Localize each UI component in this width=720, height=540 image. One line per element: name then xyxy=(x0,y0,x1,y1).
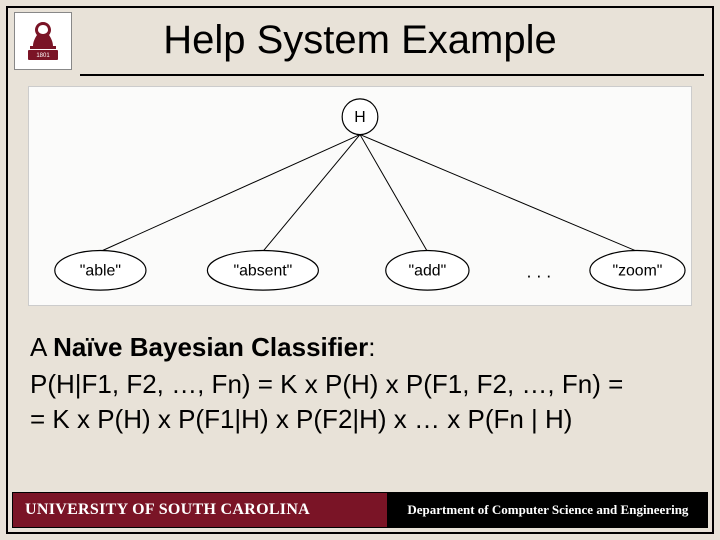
intro-line: A Naïve Bayesian Classifier: xyxy=(30,330,690,365)
node-leaf-label: "absent" xyxy=(233,262,292,279)
intro-bold: Naïve Bayesian Classifier xyxy=(53,332,368,362)
footer-university: UNIVERSITY OF SOUTH CAROLINA xyxy=(12,492,388,528)
edge-h-absent xyxy=(263,135,360,252)
intro-suffix: : xyxy=(368,332,375,362)
ellipsis: . . . xyxy=(526,261,551,281)
title-underline xyxy=(80,74,704,76)
node-root-label: H xyxy=(354,109,365,126)
node-root-h: H xyxy=(342,99,378,135)
edge-h-able xyxy=(100,135,360,252)
footer-department: Department of Computer Science and Engin… xyxy=(388,492,708,528)
node-leaf-label: "able" xyxy=(80,262,121,279)
node-leaf-able: "able" xyxy=(55,251,146,291)
bayes-network-diagram: H "able" "absent" "add" . . . "zoom" xyxy=(28,86,692,306)
footer: UNIVERSITY OF SOUTH CAROLINA Department … xyxy=(12,492,708,528)
slide-title: Help System Example xyxy=(0,18,720,63)
edge-h-zoom xyxy=(360,135,637,252)
node-leaf-absent: "absent" xyxy=(207,251,318,291)
formula-line-1: P(H|F1, F2, …, Fn) = K x P(H) x P(F1, F2… xyxy=(30,367,690,402)
edge-h-add xyxy=(360,135,427,252)
node-leaf-add: "add" xyxy=(386,251,469,291)
intro-prefix: A xyxy=(30,332,53,362)
node-leaf-label: "add" xyxy=(409,262,447,279)
body-text: A Naïve Bayesian Classifier: P(H|F1, F2,… xyxy=(30,330,690,437)
formula-line-2: = K x P(H) x P(F1|H) x P(F2|H) x … x P(F… xyxy=(30,402,690,437)
node-leaf-label: "zoom" xyxy=(612,262,662,279)
node-leaf-zoom: "zoom" xyxy=(590,251,685,291)
